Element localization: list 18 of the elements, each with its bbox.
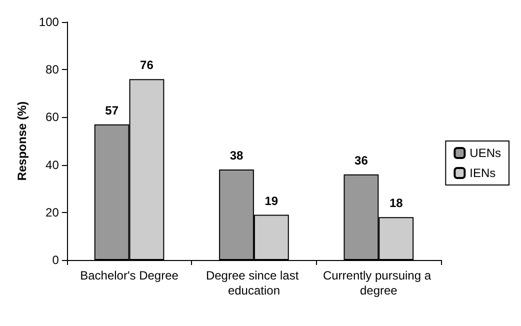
data-label: 38 — [230, 148, 244, 163]
x-tick-label: Degree since last education — [206, 268, 302, 298]
legend-label: UENs — [470, 146, 502, 160]
data-label: 18 — [389, 196, 404, 210]
x-tick-label: Currently pursuing a degree — [322, 268, 434, 298]
y-tick-label: 60 — [46, 110, 60, 124]
y-tick-label: 40 — [46, 158, 60, 172]
y-tick-label: 100 — [38, 15, 60, 29]
y-axis-title: Response (%) — [15, 101, 29, 181]
y-tick-label: 0 — [52, 253, 60, 267]
y-tick-label: 20 — [46, 205, 60, 220]
data-label: 76 — [140, 58, 154, 72]
x-tick-label: Bachelor's Degree — [80, 268, 179, 282]
legend-label: IENs — [470, 166, 496, 180]
data-label: 57 — [105, 103, 119, 118]
data-label: 19 — [264, 194, 278, 208]
y-tick-label: 80 — [46, 62, 60, 77]
data-label: 36 — [354, 153, 368, 168]
